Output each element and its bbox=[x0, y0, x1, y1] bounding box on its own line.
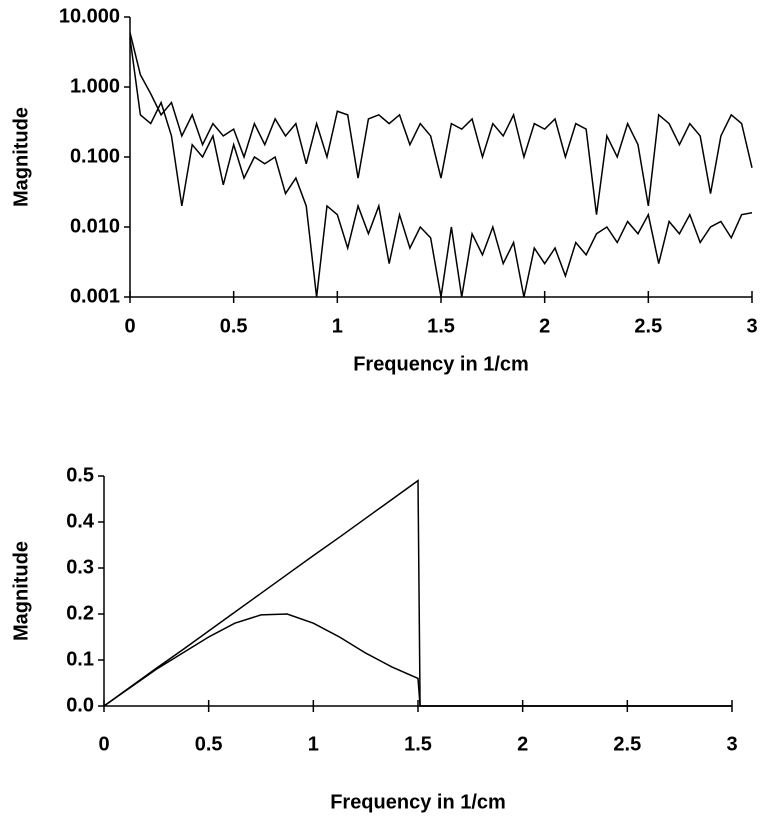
x-axis-title: Frequency in 1/cm bbox=[330, 791, 506, 813]
x-tick-label: 1 bbox=[332, 315, 343, 337]
y-tick-label: 0.4 bbox=[66, 510, 95, 532]
series-line bbox=[103, 479, 732, 707]
y-tick-label: 1.000 bbox=[70, 75, 120, 97]
x-axis-title: Frequency in 1/cm bbox=[353, 353, 529, 375]
x-tick-label: 3 bbox=[726, 733, 737, 755]
y-tick-label: 0.5 bbox=[66, 464, 94, 486]
x-tick-label: 0 bbox=[98, 733, 109, 755]
series-line bbox=[103, 613, 732, 707]
y-axis-title: Magnitude bbox=[10, 107, 32, 207]
y-axis-title: Magnitude bbox=[10, 541, 32, 641]
y-tick-label: 10.000 bbox=[59, 5, 120, 27]
y-tick-label: 0.3 bbox=[66, 556, 94, 578]
x-tick-label: 2 bbox=[517, 733, 528, 755]
y-tick-label: 0.100 bbox=[70, 145, 120, 167]
x-tick-label: 2.5 bbox=[613, 733, 641, 755]
series-line bbox=[129, 37, 753, 298]
y-tick-label: 0.0 bbox=[66, 694, 94, 716]
y-tick-label: 0.010 bbox=[70, 215, 120, 237]
y-tick-label: 0.1 bbox=[66, 648, 94, 670]
x-tick-label: 0.5 bbox=[220, 315, 248, 337]
x-tick-label: 1.5 bbox=[404, 733, 432, 755]
y-tick-label: 0.2 bbox=[66, 602, 94, 624]
x-tick-label: 2 bbox=[539, 315, 550, 337]
x-tick-label: 0 bbox=[124, 315, 135, 337]
y-tick-label: 0.001 bbox=[70, 285, 120, 307]
x-tick-label: 1.5 bbox=[427, 315, 455, 337]
x-tick-label: 1 bbox=[308, 733, 319, 755]
x-tick-label: 2.5 bbox=[634, 315, 662, 337]
series-line bbox=[129, 32, 753, 215]
x-tick-label: 0.5 bbox=[195, 733, 223, 755]
x-tick-label: 3 bbox=[746, 315, 757, 337]
